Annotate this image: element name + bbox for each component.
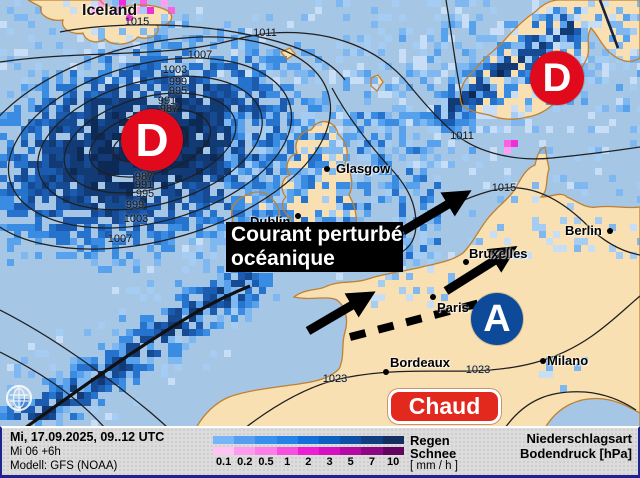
isobar-label: 1015 [124, 16, 150, 28]
rain-scale-segment [213, 436, 235, 444]
legend-model-info: Mi, 17.09.2025, 09..12 UTC Mi 06 +6h Mod… [10, 430, 164, 473]
legend-bar: Mi, 17.09.2025, 09..12 UTC Mi 06 +6h Mod… [0, 426, 640, 478]
region-label-iceland: Iceland [82, 2, 138, 19]
scale-tick: 2 [305, 456, 312, 468]
unit-caption: [ mm / h ] [410, 460, 458, 472]
snow-scale-segment [255, 447, 277, 455]
city-label-glasgow: Glasgow [336, 161, 391, 176]
snow-scale-segment [297, 447, 319, 455]
city-dot-paris [430, 294, 436, 300]
isobar-label: 991 [134, 179, 154, 191]
scale-tick: 10 [386, 456, 400, 468]
isobar-label: 995 [135, 188, 155, 200]
valid-time: Mi, 17.09.2025, 09..12 UTC [10, 430, 165, 444]
isobar-label: 987 [134, 171, 154, 183]
rain-scale-segment [382, 436, 404, 444]
annotation-line2: océanique [231, 247, 335, 270]
isobar-label: 1011 [253, 27, 277, 39]
model-name: Modell: GFS (NOAA) [10, 460, 118, 472]
annotation-line1: Courant perturbé [231, 223, 403, 246]
rain-caption: Regen [410, 433, 450, 448]
city-dot-bruxelles [463, 259, 469, 265]
isobar-label: 999 [125, 199, 145, 211]
scale-tick-labels: 0.1 0.2 0.5 1 2 3 5 7 10 [213, 456, 404, 468]
isobar-label: 991 [157, 95, 177, 107]
city-label-paris: Paris [437, 300, 469, 315]
city-label-bordeaux: Bordeaux [390, 355, 450, 370]
rain-color-scale [213, 436, 404, 444]
isobar-label: 999 [168, 76, 188, 88]
scale-tick: 0.1 [215, 456, 232, 468]
city-dot-dublin [295, 213, 301, 219]
warm-label-chaud: Chaud [388, 389, 501, 424]
scale-tick: 3 [326, 456, 333, 468]
isobar-label: 1023 [465, 364, 491, 376]
city-label-bruxelles: Bruxelles [469, 246, 528, 261]
legend-right-captions: Niederschlagsart Bodendruck [hPa] [520, 431, 632, 461]
snow-caption: Schnee [410, 446, 457, 461]
pressure-center-d-0: D [121, 109, 183, 171]
scale-tick: 1 [284, 456, 291, 468]
snow-scale-segment [361, 447, 383, 455]
rain-scale-segment [276, 436, 298, 444]
isobar-label: 1011 [450, 130, 474, 142]
isobar-label: 1003 [162, 64, 188, 76]
rain-scale-segment [255, 436, 277, 444]
city-dot-berlin [607, 228, 613, 234]
rain-scale-segment [234, 436, 256, 444]
snow-color-scale [213, 447, 404, 455]
precip-type-caption: Niederschlagsart [526, 431, 633, 446]
isobar-label: 1015 [491, 182, 517, 194]
pressure-caption: Bodendruck [hPa] [520, 446, 632, 461]
city-label-berlin: Berlin [565, 223, 602, 238]
rain-scale-segment [318, 436, 341, 444]
annotation-courant-perturbe: Courant perturbé océanique [226, 222, 403, 272]
scale-tick: 5 [347, 456, 354, 468]
snow-scale-segment [234, 447, 256, 455]
surface-pressure-map: Iceland 1015 1011 1007 1003 999 995 991 987 987 99… [0, 0, 640, 428]
city-dot-bordeaux [383, 369, 389, 375]
city-dot-milano [540, 358, 546, 364]
map-overlays: Iceland 1015 1011 1007 1003 999 995 991 987 987 99… [82, 2, 613, 385]
scale-tick: 0.2 [237, 456, 253, 468]
isobar-label: 1003 [123, 213, 149, 225]
pressure-center-a-2: A [471, 293, 523, 345]
pressure-center-d-1: D [530, 51, 584, 105]
snow-scale-segment [382, 447, 404, 455]
snow-scale-segment [340, 447, 362, 455]
isobar-label: 1007 [107, 233, 133, 245]
isobar-label: 1023 [322, 373, 348, 385]
rain-scale-segment [340, 436, 362, 444]
snow-scale-segment [213, 447, 235, 455]
isobar-label: 995 [168, 85, 188, 97]
rain-scale-segment [297, 436, 319, 444]
snow-scale-segment [318, 447, 341, 455]
globe-logo-icon [5, 384, 33, 412]
rain-scale-segment [361, 436, 383, 444]
city-label-milano: Milano [547, 353, 589, 368]
isobar-label: 1007 [187, 49, 213, 61]
scale-tick: 7 [368, 456, 375, 468]
snow-scale-segment [276, 447, 298, 455]
scale-tick: 0.5 [258, 456, 274, 468]
city-dot-glasgow [324, 166, 330, 172]
run-info: Mi 06 +6h [10, 446, 61, 458]
